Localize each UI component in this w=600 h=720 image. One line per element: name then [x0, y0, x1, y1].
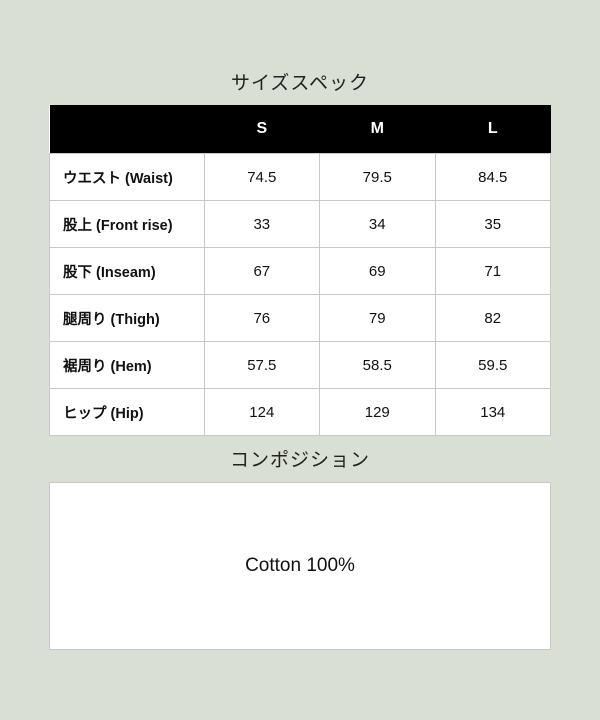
row-label: 股下 (Inseam) [49, 247, 205, 295]
composition-box: Cotton 100% [49, 482, 551, 650]
cell-value: 69 [319, 247, 436, 295]
cell-value: 76 [203, 294, 321, 342]
table-row: 股下 (Inseam) 67 69 71 [49, 247, 551, 295]
table-row: 股上 (Front rise) 33 34 35 [49, 200, 551, 248]
cell-value: 124 [203, 388, 321, 436]
cell-value: 134 [434, 388, 551, 436]
row-label: ヒップ (Hip) [49, 388, 205, 436]
row-label: ウエスト (Waist) [49, 153, 205, 201]
row-label: 腿周り (Thigh) [49, 294, 205, 342]
cell-value: 57.5 [203, 341, 321, 389]
header-l: L [435, 105, 551, 154]
cell-value: 79.5 [319, 153, 436, 201]
header-blank [49, 105, 205, 154]
composition-title: コンポジション [229, 449, 370, 471]
size-spec-table: S M L ウエスト (Waist) 74.5 79.5 84.5 股上 (Front … [49, 105, 551, 436]
header-m: M [319, 105, 435, 154]
header-s: S [204, 105, 320, 154]
row-label: 裾周り (Hem) [49, 341, 205, 389]
cell-value: 82 [434, 294, 551, 342]
cell-value: 34 [319, 200, 436, 248]
table-row: ウエスト (Waist) 74.5 79.5 84.5 [49, 153, 551, 201]
cell-value: 33 [203, 200, 321, 248]
cell-value: 58.5 [319, 341, 436, 389]
cell-value: 79 [319, 294, 436, 342]
size-spec-title: サイズスペック [230, 72, 370, 94]
cell-value: 84.5 [434, 153, 551, 201]
row-label: 股上 (Front rise) [49, 200, 205, 248]
table-row: 裾周り (Hem) 57.5 58.5 59.5 [49, 341, 551, 389]
cell-value: 129 [319, 388, 436, 436]
composition-text: Cotton 100% [245, 555, 355, 576]
table-header: S M L [49, 105, 551, 154]
table-row: 腿周り (Thigh) 76 79 82 [49, 294, 551, 342]
cell-value: 35 [434, 200, 551, 248]
cell-value: 59.5 [434, 341, 551, 389]
cell-value: 74.5 [203, 153, 321, 201]
cell-value: 71 [434, 247, 551, 295]
cell-value: 67 [203, 247, 321, 295]
table-row: ヒップ (Hip) 124 129 134 [49, 388, 551, 436]
